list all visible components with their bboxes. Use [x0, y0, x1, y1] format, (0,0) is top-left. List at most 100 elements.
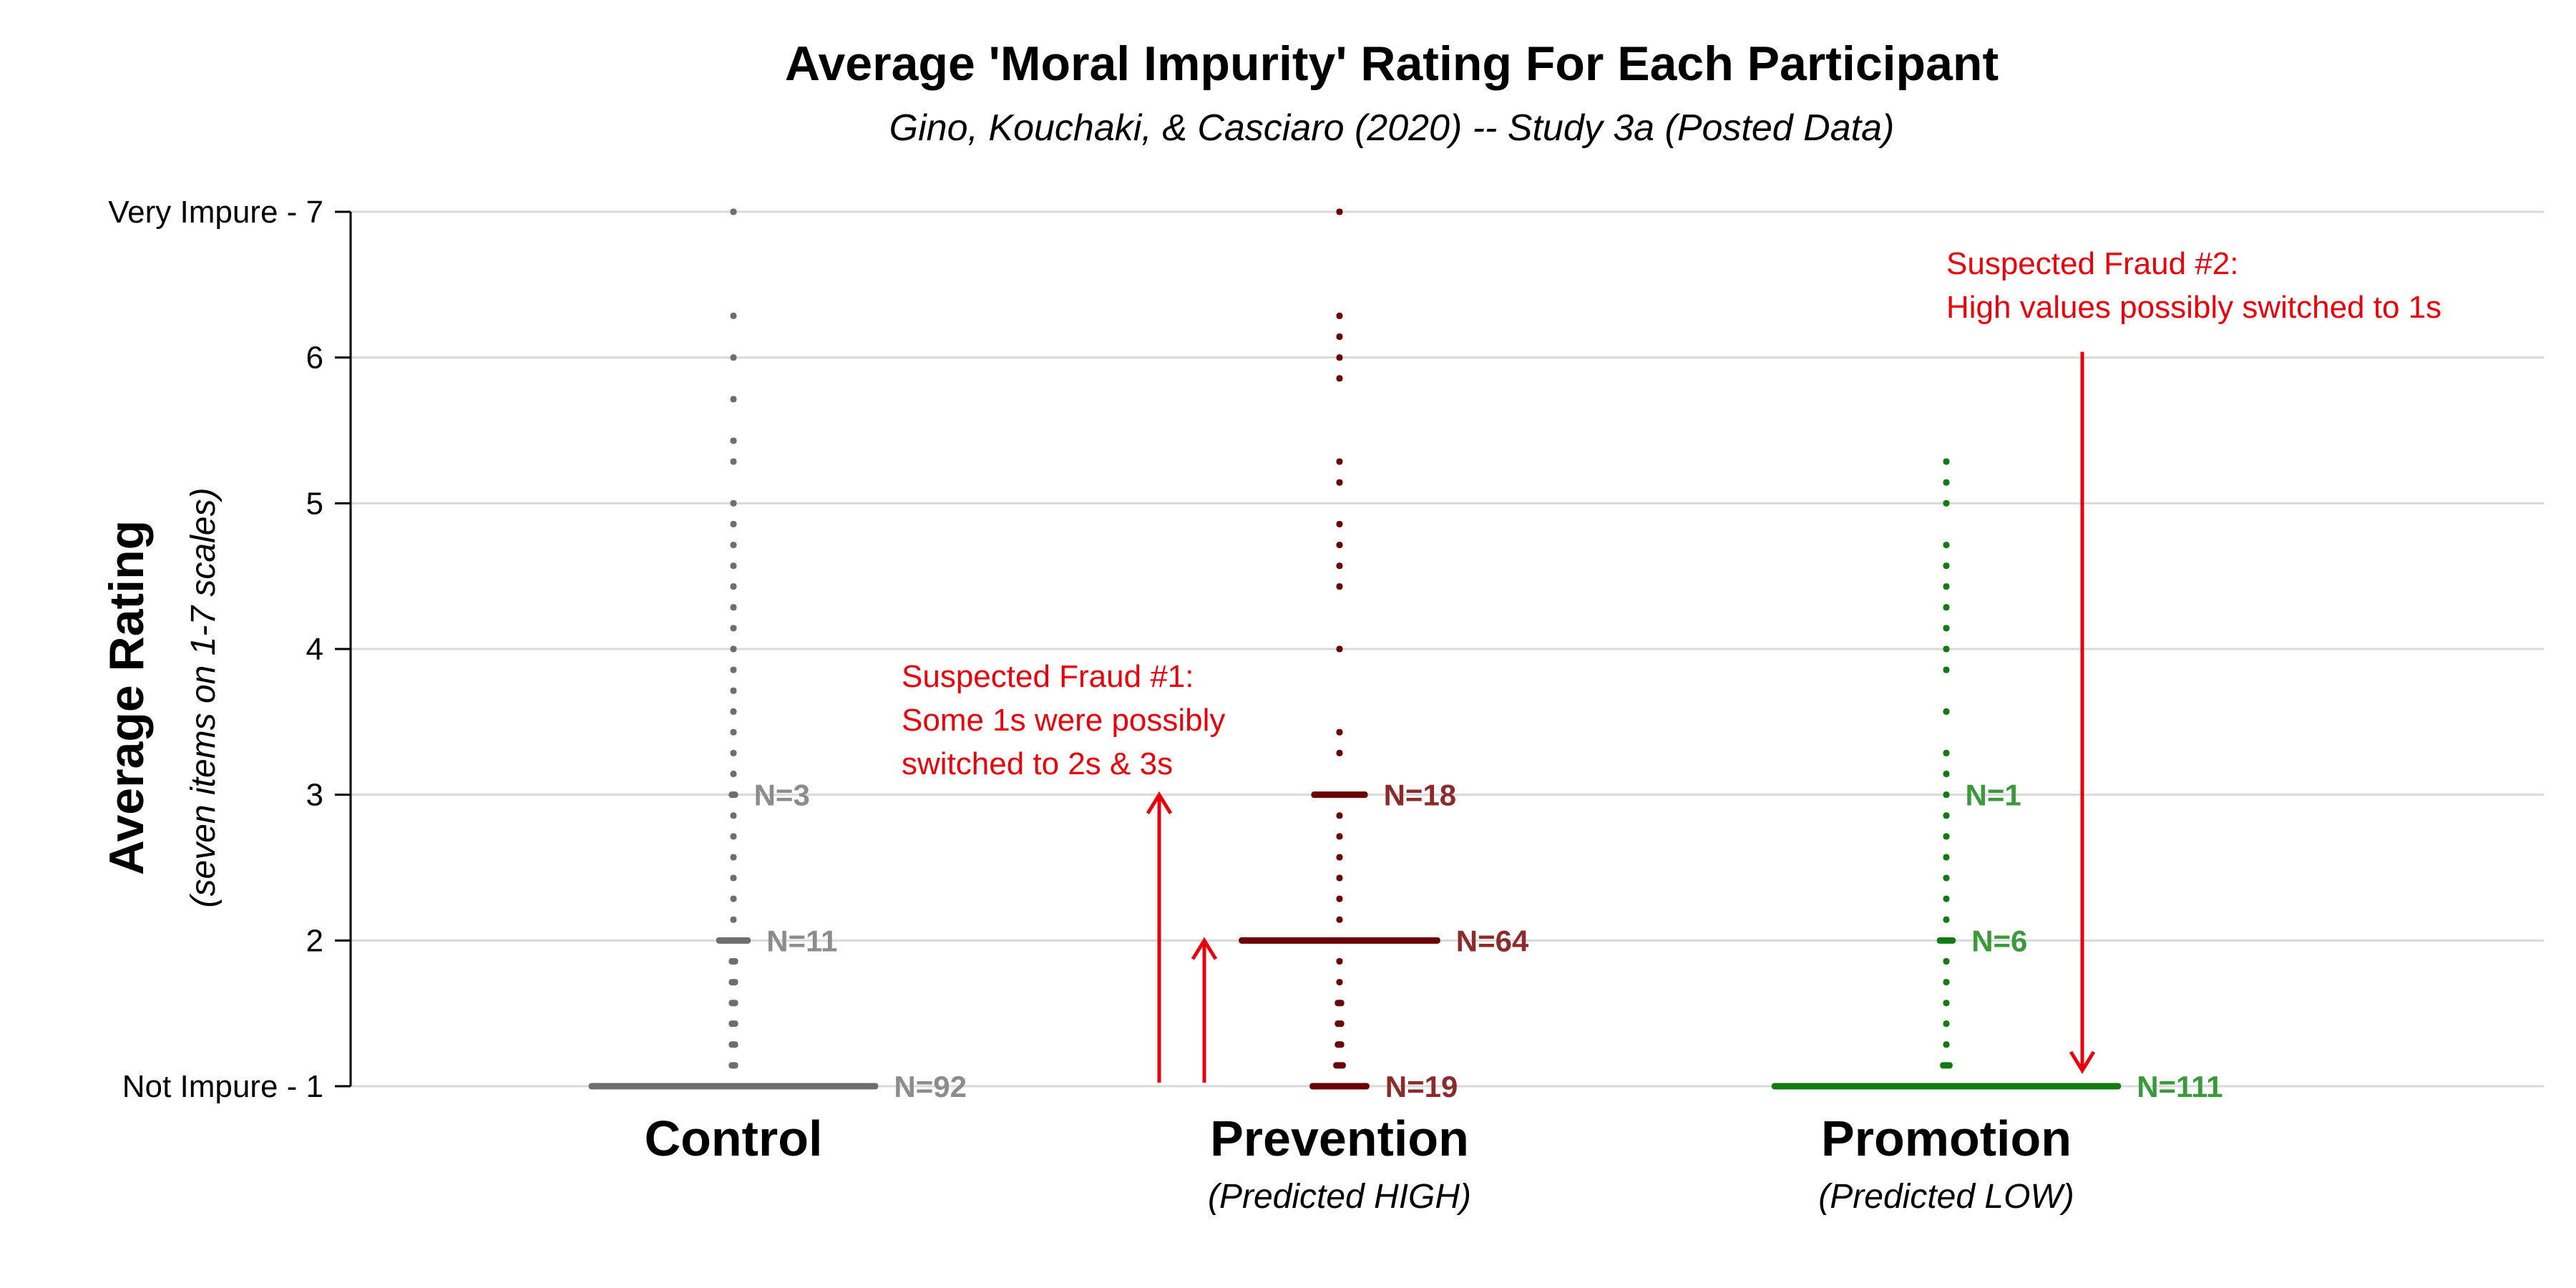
data-point: [1943, 771, 1950, 778]
count-labels: N=92 N=11 N=3 N=19 N=64 N=18 N=111 N=6 N=1: [754, 779, 2223, 1103]
y-tick-label: 6: [306, 341, 323, 376]
data-point: [1336, 208, 1343, 215]
data-point: [728, 1062, 738, 1069]
data-point: [730, 625, 737, 632]
data-point: [1943, 1000, 1950, 1007]
data-point: [730, 520, 737, 527]
data-point: [1943, 916, 1950, 923]
data-point: [1943, 812, 1950, 819]
data-point: [1943, 625, 1950, 632]
data-point: [730, 499, 737, 507]
data-point: [1336, 979, 1343, 986]
data-point: [1943, 895, 1950, 902]
data-point: [730, 708, 737, 715]
data-point: [1336, 728, 1343, 736]
count-label: N=18: [1384, 779, 1457, 812]
data-point: [1336, 520, 1343, 527]
data-point: [1336, 749, 1343, 756]
data-point: [730, 874, 737, 882]
count-label: N=64: [1456, 924, 1529, 957]
data-point: [730, 771, 737, 778]
count-label: N=92: [894, 1070, 967, 1103]
data-point: [1336, 375, 1343, 382]
data-point: [730, 895, 737, 902]
chart-subtitle: Gino, Kouchaki, & Casciaro (2020) -- Stu…: [889, 107, 1895, 149]
y-tick-label: 5: [306, 486, 323, 521]
gridlines: [351, 210, 2544, 1088]
data-point: [1336, 645, 1343, 653]
data-point: [730, 583, 737, 590]
data-point: [1936, 937, 1956, 944]
data-point: [1943, 1041, 1950, 1048]
annotation-text: Suspected Fraud #2:: [1946, 246, 2238, 281]
data-point: [1943, 874, 1950, 882]
data-point: [730, 749, 737, 756]
data-point: [1771, 1083, 2122, 1090]
data-point: [1336, 854, 1343, 861]
data-point: [1335, 1000, 1345, 1007]
data-point: [1239, 937, 1440, 944]
data-point: [1335, 1020, 1345, 1028]
category-sublabel: (Predicted HIGH): [1208, 1178, 1471, 1216]
data-point: [1943, 1020, 1950, 1028]
y-tick-label: Not Impure - 1: [122, 1069, 323, 1104]
category-sublabel: (Predicted LOW): [1818, 1178, 2074, 1216]
arrow-head: [1146, 791, 1173, 814]
y-axis-subtitle: (seven items on 1-7 scales): [185, 488, 223, 908]
data-point: [1943, 458, 1950, 465]
y-tick-label: 3: [306, 778, 323, 813]
data-point: [728, 1000, 738, 1007]
y-axis: Very Impure - 7 6 5 4 3 2 Not Impure - 1: [108, 195, 352, 1104]
y-axis-title: Average Rating: [99, 520, 154, 875]
y-tick-label: 4: [306, 632, 323, 667]
data-point: [1335, 1041, 1345, 1048]
data-point: [1943, 562, 1950, 570]
data-point: [1309, 1083, 1370, 1090]
data-point: [1336, 874, 1343, 882]
data-point: [1943, 583, 1950, 590]
data-marks: [588, 208, 2122, 1090]
count-label: N=1: [1966, 779, 2021, 812]
data-point: [730, 208, 737, 215]
data-point: [1943, 604, 1950, 611]
data-point: [730, 354, 737, 361]
data-point: [730, 854, 737, 861]
count-label: N=19: [1385, 1070, 1458, 1103]
data-point: [730, 312, 737, 319]
data-point: [1943, 854, 1950, 861]
data-point: [730, 916, 737, 923]
data-point: [730, 728, 737, 736]
data-point: [1943, 979, 1950, 986]
y-tick-label: Very Impure - 7: [108, 195, 323, 230]
data-point: [1943, 645, 1950, 653]
annotation-text: Some 1s were possibly: [902, 703, 1225, 738]
data-point: [1336, 333, 1343, 341]
data-point: [1336, 916, 1343, 923]
data-point: [1336, 354, 1343, 361]
data-point: [730, 562, 737, 570]
data-point: [1336, 562, 1343, 570]
arrow-head: [1191, 937, 1218, 960]
data-point: [730, 833, 737, 840]
data-point: [728, 957, 738, 965]
data-point: [728, 791, 738, 799]
data-point: [1943, 833, 1950, 840]
data-point: [1943, 499, 1950, 507]
annotation-text: Suspected Fraud #1:: [902, 659, 1194, 694]
data-point: [1336, 833, 1343, 840]
y-axis-sublabel: (seven items on 1-7 scales): [185, 488, 223, 908]
category-label: Promotion: [1821, 1111, 2072, 1166]
chart-title: Average 'Moral Impurity' Rating For Each…: [785, 36, 1999, 91]
data-point: [730, 666, 737, 673]
annotation-text: High values possibly switched to 1s: [1946, 290, 2441, 325]
data-point: [1943, 708, 1950, 715]
category-label: Control: [645, 1111, 823, 1166]
y-axis-label: Average Rating: [99, 520, 154, 875]
data-point: [1336, 479, 1343, 486]
data-point: [1336, 583, 1343, 590]
category-labels: Control Prevention (Predicted HIGH) Promoti…: [645, 1111, 2074, 1216]
data-point: [1943, 957, 1950, 965]
data-point: [728, 979, 738, 986]
data-point: [730, 437, 737, 444]
data-point: [716, 937, 751, 944]
